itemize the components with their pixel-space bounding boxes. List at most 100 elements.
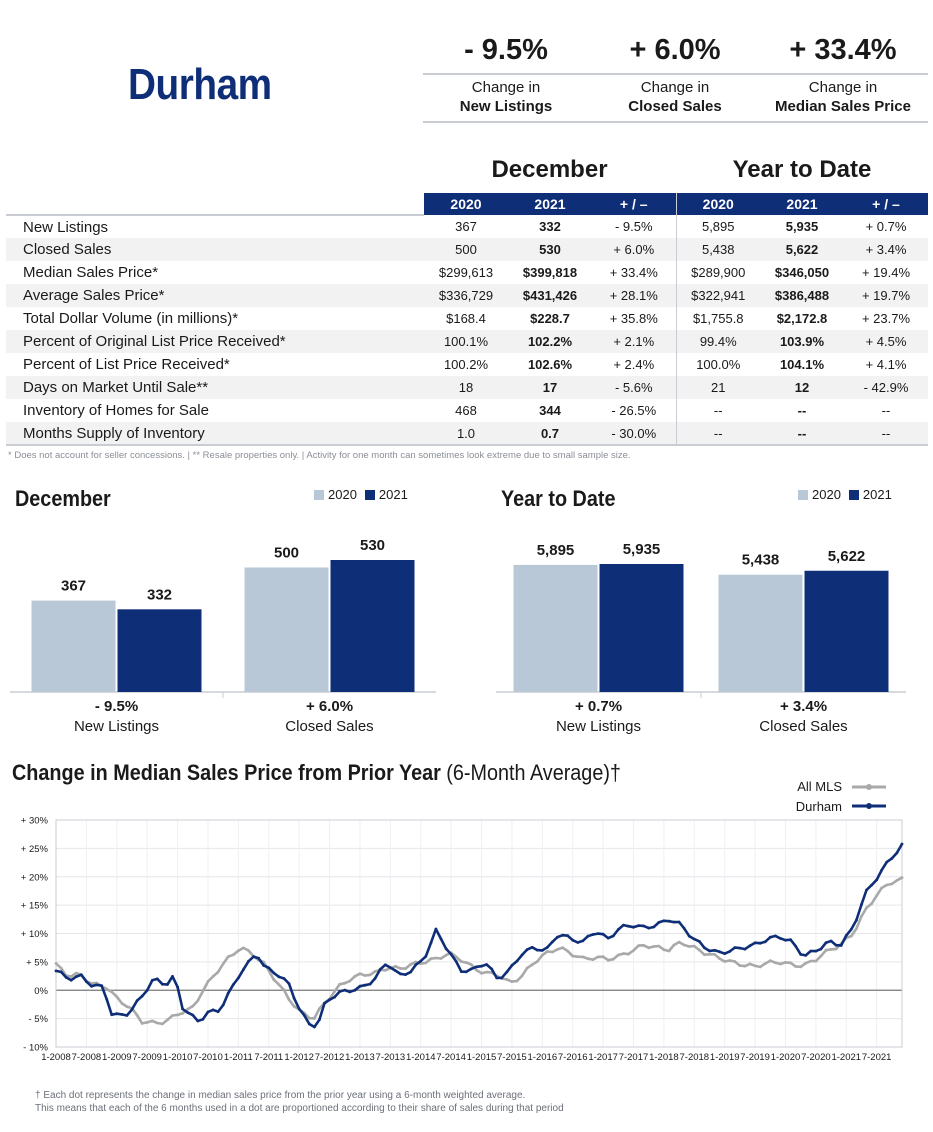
- data-point: [703, 946, 706, 950]
- data-point: [637, 924, 640, 927]
- category-label: Closed Sales: [285, 718, 373, 735]
- data-point: [282, 977, 286, 980]
- data-point: [500, 976, 504, 980]
- bar-2020: [718, 574, 803, 692]
- data-point: [556, 948, 559, 951]
- kpi-label: Change in: [808, 79, 878, 96]
- data-point: [79, 973, 83, 977]
- data-point: [546, 945, 549, 949]
- table-cell: + 3.4%: [844, 238, 928, 261]
- data-point: [880, 886, 884, 890]
- data-point: [723, 960, 727, 963]
- data-point: [849, 927, 853, 931]
- data-point: [627, 924, 630, 928]
- data-point: [839, 944, 843, 947]
- data-point: [404, 967, 407, 970]
- data-point: [748, 962, 752, 966]
- table-cell: 103.9%: [760, 330, 844, 353]
- x-tick-label: 1-2010: [163, 1052, 193, 1063]
- table-row: Days on Market Until Sale** 18 17- 5.6% 21 1…: [6, 376, 928, 399]
- data-point: [789, 938, 792, 942]
- bar-value-label: 5,895: [537, 542, 575, 559]
- data-point: [657, 944, 661, 948]
- data-point: [490, 967, 494, 971]
- data-point: [672, 943, 676, 947]
- data-point: [900, 876, 904, 880]
- data-point: [247, 959, 250, 963]
- y-tick-label: + 20%: [21, 872, 49, 883]
- data-point: [318, 1018, 321, 1022]
- data-point: [110, 990, 114, 994]
- x-tick-label: 1-2019: [710, 1052, 740, 1063]
- category-label: Closed Sales: [759, 718, 847, 735]
- data-point: [287, 982, 291, 985]
- data-point: [135, 999, 139, 1002]
- data-point: [824, 941, 828, 945]
- x-tick-label: 7-2012: [315, 1052, 345, 1063]
- line-chart-title-suffix: (6-Month Average)†: [446, 760, 621, 785]
- table-cell: - 5.6%: [592, 376, 676, 399]
- table-cell: 5,438: [675, 238, 760, 261]
- legend-label: All MLS: [797, 779, 842, 794]
- data-point: [323, 1001, 326, 1005]
- bar-chart-december: 367 332 - 9.5% New Listings 500 530 + 6.0% Clos…: [10, 537, 436, 735]
- data-point: [708, 952, 711, 956]
- line-footnote: This means that each of the 6 months use…: [35, 1103, 564, 1114]
- y-tick-label: 0%: [34, 986, 48, 997]
- y-tick-label: - 10%: [23, 1043, 48, 1054]
- data-point: [388, 966, 392, 969]
- legend-label: 2020: [812, 487, 841, 502]
- data-point: [211, 975, 215, 978]
- data-point: [586, 957, 590, 961]
- data-point: [150, 1019, 154, 1023]
- x-tick-label: 7-2011: [254, 1052, 283, 1063]
- table-cell: + 35.8%: [609, 311, 658, 326]
- data-point: [272, 978, 276, 982]
- x-tick-label: 7-2013: [376, 1052, 406, 1063]
- table-cell: + 28.1%: [592, 284, 676, 307]
- col-header: 2020: [675, 193, 760, 215]
- table-cell: + 2.4%: [613, 357, 655, 372]
- data-point: [358, 972, 362, 976]
- data-point: [394, 964, 397, 968]
- data-point: [708, 949, 711, 953]
- data-point: [525, 948, 529, 951]
- data-point: [530, 963, 534, 967]
- data-point: [277, 983, 281, 986]
- data-point: [206, 1010, 210, 1014]
- table-row: Percent of List Price Received* 100.2% 102…: [6, 353, 928, 376]
- data-point: [875, 894, 879, 897]
- data-point: [216, 970, 220, 974]
- data-point: [363, 974, 367, 977]
- data-point: [515, 979, 519, 983]
- x-tick-label: 1-2020: [771, 1052, 801, 1063]
- data-point: [865, 888, 868, 892]
- data-point: [637, 944, 640, 947]
- data-point: [464, 970, 468, 974]
- data-point: [211, 1008, 215, 1012]
- data-point: [166, 1018, 169, 1022]
- line-chart-median-price: - 10% - 5% 0% + 5% + 10% + 15% + 20% + 25% + 30%…: [21, 816, 904, 1063]
- data-point: [216, 1010, 220, 1014]
- data-point: [581, 955, 585, 959]
- data-point: [480, 964, 483, 968]
- data-point: [186, 1011, 190, 1014]
- data-point: [520, 953, 524, 957]
- table-cell: $336,729: [424, 284, 508, 307]
- legend-dot-durham: [866, 803, 872, 809]
- bar-value-label: 5,935: [623, 541, 661, 558]
- data-point: [733, 946, 737, 949]
- table-cell: $322,941: [675, 284, 760, 307]
- x-tick-label: 1-2014: [406, 1052, 436, 1063]
- data-point: [378, 968, 382, 971]
- x-tick-label: 7-2010: [193, 1052, 223, 1063]
- data-point: [870, 902, 873, 906]
- x-tick-label: 1-2015: [467, 1052, 497, 1063]
- table-cell: 332: [539, 219, 561, 234]
- data-point: [302, 1013, 306, 1017]
- data-point: [834, 943, 838, 947]
- legend-dot-all-mls: [866, 784, 872, 790]
- data-point: [809, 949, 813, 953]
- table-cell: $386,488: [760, 284, 844, 307]
- bar-2020: [31, 600, 116, 692]
